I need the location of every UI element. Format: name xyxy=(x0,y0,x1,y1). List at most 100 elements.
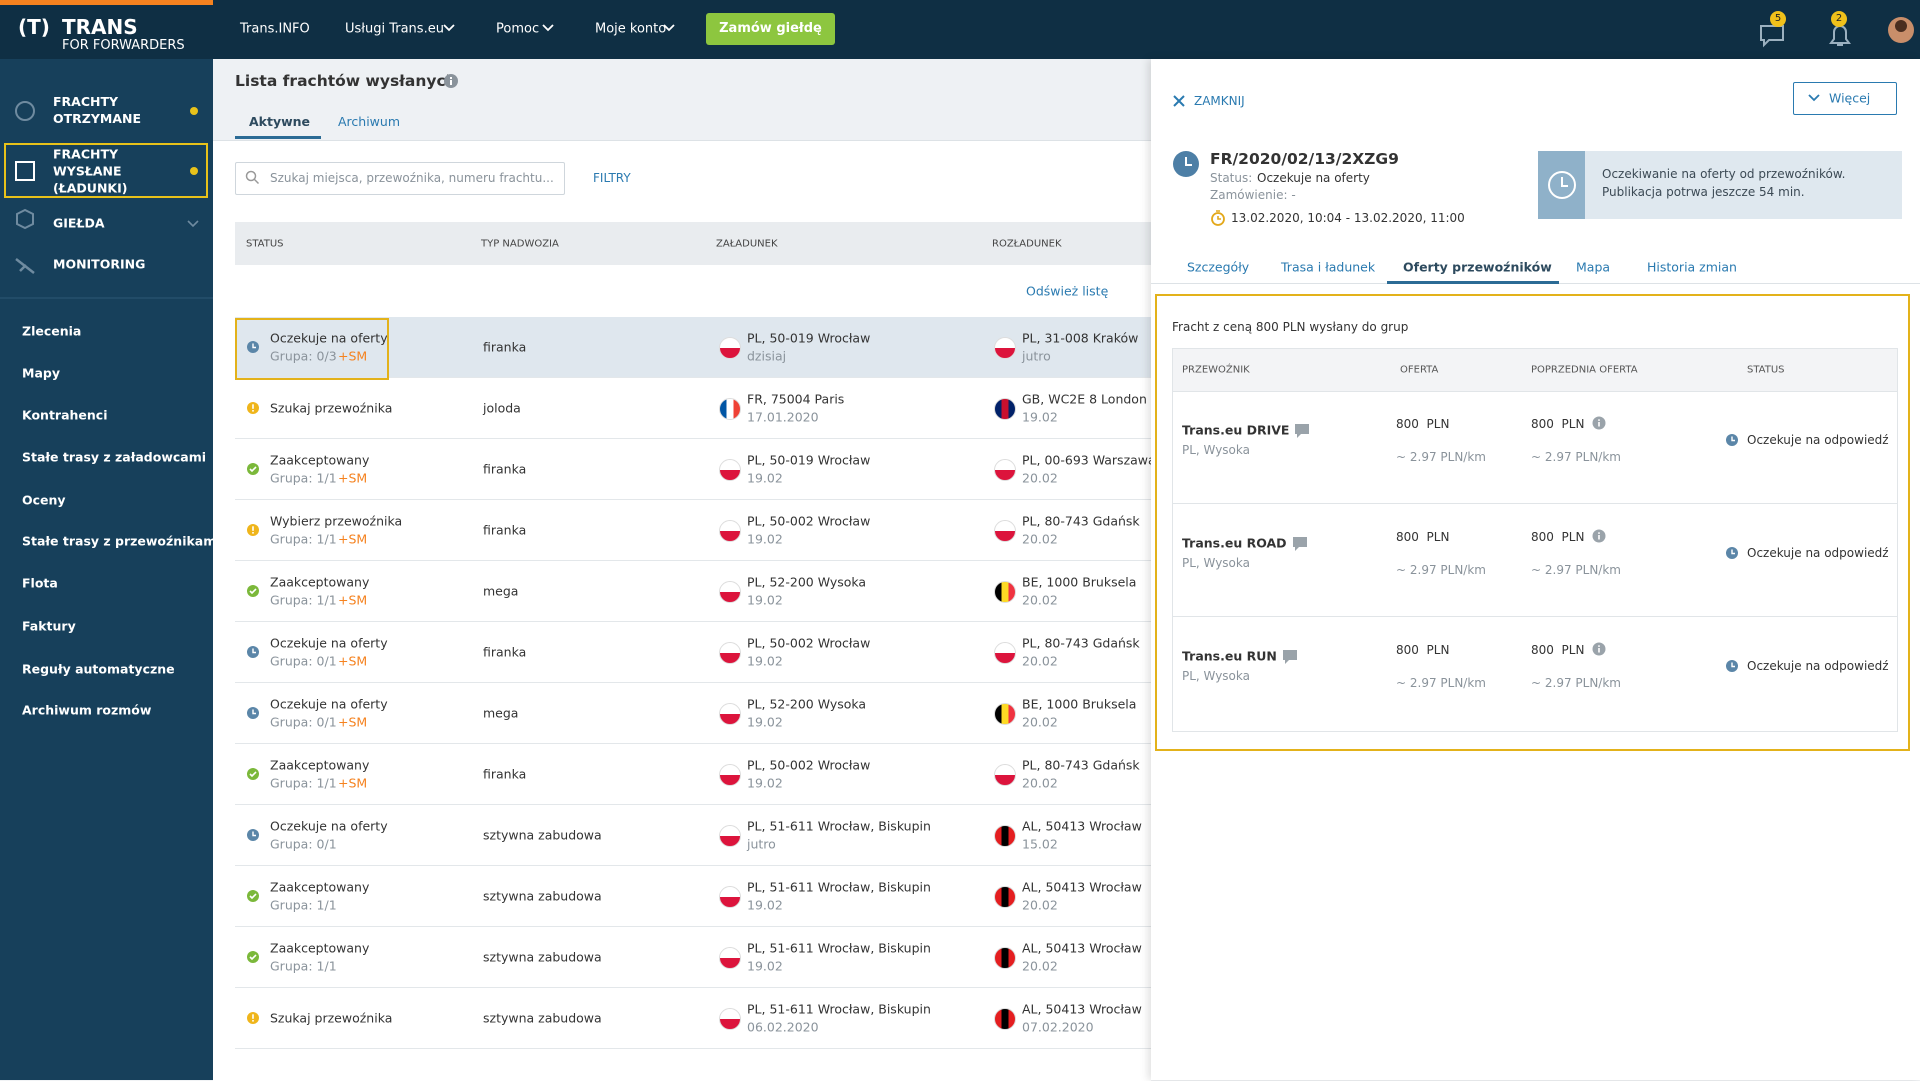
row-unload-date: 20.02 xyxy=(1022,775,1058,791)
search-box[interactable] xyxy=(235,162,565,195)
row-sm: +SM xyxy=(338,348,368,364)
notice-text: Oczekiwanie na oferty od przewoźników. P… xyxy=(1602,167,1846,199)
status-icon xyxy=(247,707,259,719)
row-load: FR, 75004 Paris xyxy=(747,391,845,407)
order-button[interactable]: Zamów giełdę xyxy=(706,13,835,45)
sidebar-link[interactable]: Zlecenia xyxy=(22,323,82,339)
row-unload-date: 15.02 xyxy=(1022,836,1058,852)
sidebar-link[interactable]: Flota xyxy=(22,575,58,591)
row-status: Oczekuje na oferty xyxy=(270,635,388,651)
flag xyxy=(719,337,741,359)
flag xyxy=(719,398,741,420)
logo-mark: (T) xyxy=(18,15,50,39)
notice-clock xyxy=(1548,171,1576,199)
row-body-type: firanka xyxy=(483,644,527,660)
panel-tab[interactable]: Trasa i ładunek xyxy=(1281,259,1376,275)
chat-icon xyxy=(1283,650,1297,664)
row-status: Wybierz przewoźnika xyxy=(270,513,403,529)
close-icon xyxy=(1173,95,1185,107)
flag xyxy=(719,1008,741,1030)
row-group: Grupa: 1/1 xyxy=(270,470,337,486)
row-sm: +SM xyxy=(338,775,368,791)
row-load: PL, 52-200 Wysoka xyxy=(747,574,867,590)
row-unload-date: 20.02 xyxy=(1022,958,1058,974)
row-unload-date: 20.02 xyxy=(1022,470,1058,486)
nav-link[interactable]: Usługi Trans.eu xyxy=(345,21,444,37)
info-icon xyxy=(1592,642,1606,656)
row-unload: GB, WC2E 8 London xyxy=(1022,391,1147,407)
row-load: PL, 50-002 Wrocław xyxy=(747,635,871,651)
panel-tab[interactable]: Szczegóły xyxy=(1187,259,1250,275)
offers-header xyxy=(1173,349,1897,392)
offer-status: Oczekuje na odpowiedź xyxy=(1747,433,1889,447)
row-unload: AL, 50413 Wrocław xyxy=(1022,1001,1142,1017)
nav-link[interactable]: Trans.INFO xyxy=(240,21,310,37)
sidebar-link[interactable]: Oceny xyxy=(22,492,66,508)
sidebar-icons xyxy=(0,101,213,299)
row-unload-date: 07.02.2020 xyxy=(1022,1019,1094,1035)
status-icon xyxy=(1726,547,1738,559)
row-unload: BE, 1000 Bruksela xyxy=(1022,696,1137,712)
sidebar: FRACHTY OTRZYMANE FRACHTY WYSŁANE (ŁADUN… xyxy=(0,59,221,1080)
row-load-date: dzisiaj xyxy=(747,348,787,364)
info-icon xyxy=(1592,529,1606,543)
flag xyxy=(719,459,741,481)
row-body-type: mega xyxy=(483,705,519,721)
row-status: Szukaj przewoźnika xyxy=(270,400,393,416)
messages-badge: 5 xyxy=(1770,11,1786,27)
sidebar-link[interactable]: Stałe trasy z przewoźnikami xyxy=(22,533,221,549)
column-header: STATUS xyxy=(1747,364,1785,376)
filters-link[interactable]: FILTRY xyxy=(593,171,631,185)
sidebar-link[interactable]: Archiwum rozmów xyxy=(22,702,152,718)
status-icon xyxy=(247,890,259,902)
more-button[interactable] xyxy=(1793,82,1897,115)
panel-tab[interactable]: Mapa xyxy=(1576,259,1611,275)
chat-icon xyxy=(1293,537,1307,551)
panel-tab[interactable]: Oferty przewoźników xyxy=(1403,259,1552,275)
sidebar-section[interactable]: MONITORING xyxy=(53,256,146,272)
sidebar-link[interactable]: Stałe trasy z załadowcami xyxy=(22,449,207,465)
status-icon xyxy=(247,951,259,963)
sidebar-section[interactable]: GIEŁDA xyxy=(53,215,105,231)
offer-per-km: ~ 2.97 PLN/km xyxy=(1396,450,1486,464)
sidebar-link[interactable]: Kontrahenci xyxy=(22,407,108,423)
info-icon xyxy=(444,74,458,88)
row-unload: AL, 50413 Wrocław xyxy=(1022,818,1142,834)
accent-strip xyxy=(0,0,213,5)
carrier-location: PL, Wysoka xyxy=(1182,443,1250,457)
row-load: PL, 51-611 Wrocław, Biskupin xyxy=(747,1001,931,1017)
more-chevron xyxy=(1808,94,1820,102)
flag xyxy=(994,642,1016,664)
flag xyxy=(994,398,1016,420)
highlight xyxy=(1155,294,1910,751)
sidebar-section[interactable]: FRACHTY WYSŁANE (ŁADUNKI) xyxy=(53,146,128,196)
sidebar-link[interactable]: Faktury xyxy=(22,618,76,634)
row-load: PL, 51-611 Wrocław, Biskupin xyxy=(747,940,931,956)
nav-link[interactable]: Moje konto xyxy=(595,21,667,37)
row-body-type: firanka xyxy=(483,766,527,782)
close-button[interactable]: ZAMKNIJ xyxy=(1194,94,1245,108)
sidebar-link[interactable]: Mapy xyxy=(22,365,60,381)
carrier-location: PL, Wysoka xyxy=(1182,556,1250,570)
flag xyxy=(994,947,1016,969)
flag xyxy=(994,703,1016,725)
sidebar-link[interactable]: Reguły automatyczne xyxy=(22,661,175,677)
row-load-date: 19.02 xyxy=(747,897,783,913)
refresh-link[interactable]: Odśwież listę xyxy=(1026,283,1109,299)
row-status: Zaakceptowany xyxy=(270,757,370,773)
row-sm: +SM xyxy=(338,531,368,547)
row-unload-date: 20.02 xyxy=(1022,714,1058,730)
row-load: PL, 50-002 Wrocław xyxy=(747,757,871,773)
sidebar-section[interactable]: FRACHTY OTRZYMANE xyxy=(53,94,142,126)
row-load-date: 19.02 xyxy=(747,775,783,791)
row-group: Grupa: 0/1 xyxy=(270,714,337,730)
search-icon xyxy=(245,170,260,185)
row-load-date: 19.02 xyxy=(747,592,783,608)
carrier-name: Trans.eu DRIVE xyxy=(1182,422,1290,438)
panel-tab[interactable]: Historia zmian xyxy=(1647,259,1737,275)
row-load-date: 17.01.2020 xyxy=(747,409,819,425)
nav-link[interactable]: Pomoc xyxy=(496,21,540,37)
row-load-date: 19.02 xyxy=(747,531,783,547)
tab[interactable]: Archiwum xyxy=(338,114,401,129)
tab[interactable]: Aktywne xyxy=(249,114,311,129)
